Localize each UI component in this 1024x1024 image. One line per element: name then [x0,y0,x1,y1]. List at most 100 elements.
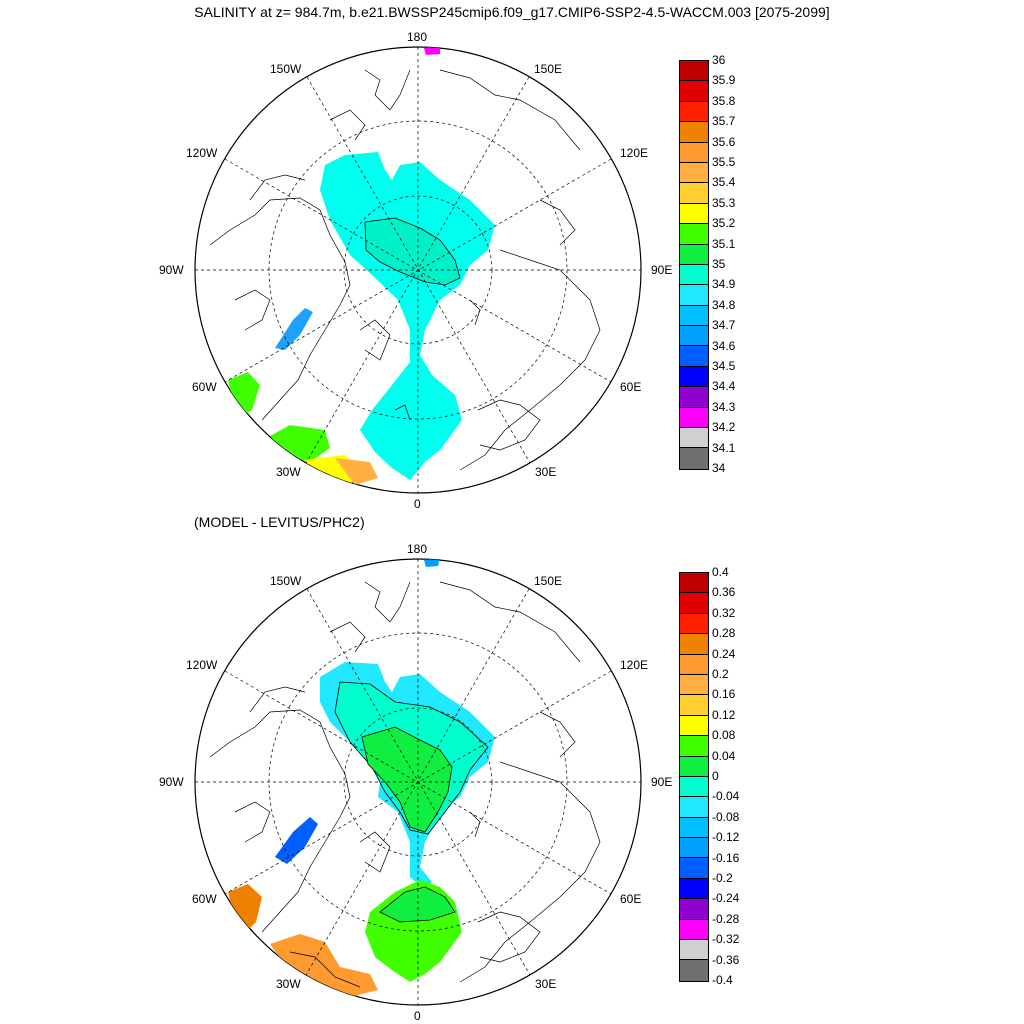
lon-label-60e: 60E [620,892,642,906]
colorbar-swatch [680,326,708,347]
colorbar-tick-label: 36 [712,53,726,67]
colorbar-tick-label: -0.32 [712,932,740,947]
colorbar-tick-label: -0.04 [712,789,740,804]
colorbar-swatch [680,81,708,102]
colorbar-tick-label: 35.6 [712,134,736,149]
lon-label-30w: 30W [276,465,301,479]
colorbar-swatch [680,674,708,696]
colorbar-tick-label: 35.7 [712,114,736,129]
colorbar-tick-label: 35.3 [712,195,736,210]
lon-label-90w: 90W [159,263,184,277]
colorbar-swatch [680,858,708,879]
bottom-difference-field [228,559,495,997]
colorbar-tick-label: 34 [712,461,726,475]
colorbar-swatch [680,715,708,737]
colorbar-tick-label: 0.24 [712,646,736,661]
lon-label-30e: 30E [535,977,557,991]
top-polar-map [194,46,642,494]
top-salinity-field [228,47,495,485]
colorbar-tick-label: 34.5 [712,359,736,373]
colorbar-swatch [680,634,708,655]
lon-label-90w: 90W [159,775,184,789]
colorbar-swatch [680,899,708,920]
lon-label-150w: 150W [270,62,302,76]
top-labrador-field [228,372,260,415]
colorbar-tick-label: -0.16 [712,850,740,865]
top-colorbar [679,60,709,470]
lon-label-120e: 120E [620,658,649,672]
colorbar-swatch [680,838,708,859]
colorbar-tick-label: 0.28 [712,626,736,641]
colorbar-tick-label: 35.1 [712,236,736,251]
colorbar-swatch [680,387,708,408]
colorbar-tick-label: 0.12 [712,707,736,722]
colorbar-swatch [680,878,708,900]
colorbar-swatch [680,428,708,449]
colorbar-tick-label: -0.08 [712,809,740,824]
lon-label-0: 0 [414,1009,421,1023]
colorbar-swatch [680,919,708,941]
colorbar-tick-label: 0.04 [712,748,736,763]
colorbar-swatch [680,695,708,716]
colorbar-tick-label: -0.36 [712,952,740,967]
bottom-coastlines [209,581,601,988]
colorbar-swatch [680,817,708,839]
colorbar-tick-label: 0.36 [712,585,736,600]
colorbar-tick-label: 35.5 [712,155,736,169]
bottom-polar-map [194,558,642,1006]
colorbar-swatch [680,346,708,367]
difference-panel-title: (MODEL - LEVITUS/PHC2) [194,514,365,530]
colorbar-tick-label: 0 [712,769,719,783]
colorbar-swatch [680,756,708,777]
colorbar-swatch [680,183,708,204]
top-pacific-field [424,47,440,55]
top-baffin-field [275,308,313,350]
colorbar-tick-label: -0.12 [712,830,740,845]
lon-label-30e: 30E [535,465,557,479]
figure-title: SALINITY at z= 984.7m, b.e21.BWSSP245cmi… [194,4,830,20]
bottom-pacific-field [424,559,440,567]
bottom-colorbar [679,572,709,982]
colorbar-tick-label: 0.16 [712,687,736,702]
lon-label-90e: 90E [651,775,673,789]
colorbar-swatch [680,162,708,184]
colorbar-tick-label: 34.2 [712,420,736,435]
colorbar-tick-label: 34.1 [712,440,736,455]
colorbar-swatch [680,573,708,594]
colorbar-swatch [680,285,708,306]
lon-label-60w: 60W [192,380,217,394]
colorbar-swatch [680,142,708,163]
colorbar-swatch [680,122,708,143]
colorbar-tick-label: -0.28 [712,911,740,926]
bottom-baffin-field [275,817,318,864]
colorbar-swatch [680,736,708,757]
colorbar-tick-label: 0.4 [712,565,729,579]
bottom-map-panel: 180 150W 150E 120W 120E 90W 90E 60W 60E … [0,512,1024,1023]
colorbar-swatch [680,101,708,123]
colorbar-swatch [680,654,708,675]
lon-label-180: 180 [407,542,428,556]
top-arctic-basin-field [320,152,495,480]
lon-label-120w: 120W [186,146,218,160]
colorbar-swatch [680,244,708,265]
colorbar-swatch [680,203,708,225]
colorbar-swatch [680,61,708,82]
colorbar-tick-label: 34.9 [712,277,736,292]
top-coastlines [209,69,601,471]
lon-label-120e: 120E [620,146,649,160]
colorbar-swatch [680,366,708,388]
lon-label-60e: 60E [620,380,642,394]
lon-label-60w: 60W [192,892,217,906]
colorbar-tick-label: -0.4 [712,973,733,987]
bottom-graticule [195,559,641,1005]
lon-label-90e: 90E [651,263,673,277]
bottom-inner-green-field [361,726,453,833]
colorbar-swatch [680,613,708,635]
top-atlantic-orange-field [335,458,378,485]
bottom-atlantic-orange-field [270,934,378,997]
colorbar-swatch [680,264,708,286]
bottom-atlantic-contour-field [379,886,456,923]
colorbar-tick-label: 0.08 [712,728,736,743]
colorbar-tick-label: 0.32 [712,605,736,620]
lon-label-30w: 30W [276,977,301,991]
